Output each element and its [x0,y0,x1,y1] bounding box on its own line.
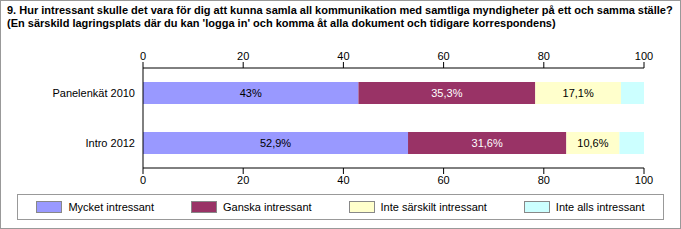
html-text:9. Hur intressant skulle det v: 9. Hur intressant skulle det vara för di… [7,4,673,29]
svg-text:60: 60 [437,50,449,62]
svg-text:100: 100 [635,174,653,186]
svg-text:80: 80 [538,50,550,62]
svg-text:43%: 43% [240,87,262,99]
svg-text:31,6%: 31,6% [472,137,503,149]
svg-text:20: 20 [237,174,249,186]
svg-text:Panelenkät 2010: Panelenkät 2010 [52,87,135,99]
svg-text:100: 100 [635,50,653,62]
svg-text:52,9%: 52,9% [260,137,291,149]
svg-text:0: 0 [140,174,146,186]
svg-text:60: 60 [437,174,449,186]
svg-text:40: 40 [337,174,349,186]
html-text:Inte alls intressant: Inte alls intressant [555,201,645,213]
svg-text:80: 80 [538,174,550,186]
html-text:Inte särskilt intressant: Inte särskilt intressant [380,201,487,213]
html-text:Mycket intressant: Mycket intressant [68,201,154,213]
html-text:Ganska intressant: Ganska intressant [223,201,312,213]
svg-text:20: 20 [237,50,249,62]
svg-text:40: 40 [337,50,349,62]
svg-text:0: 0 [140,50,146,62]
svg-text:Intro 2012: Intro 2012 [85,137,135,149]
svg-text:10,6%: 10,6% [577,137,608,149]
svg-text:35,3%: 35,3% [431,87,462,99]
svg-text:17,1%: 17,1% [563,87,594,99]
